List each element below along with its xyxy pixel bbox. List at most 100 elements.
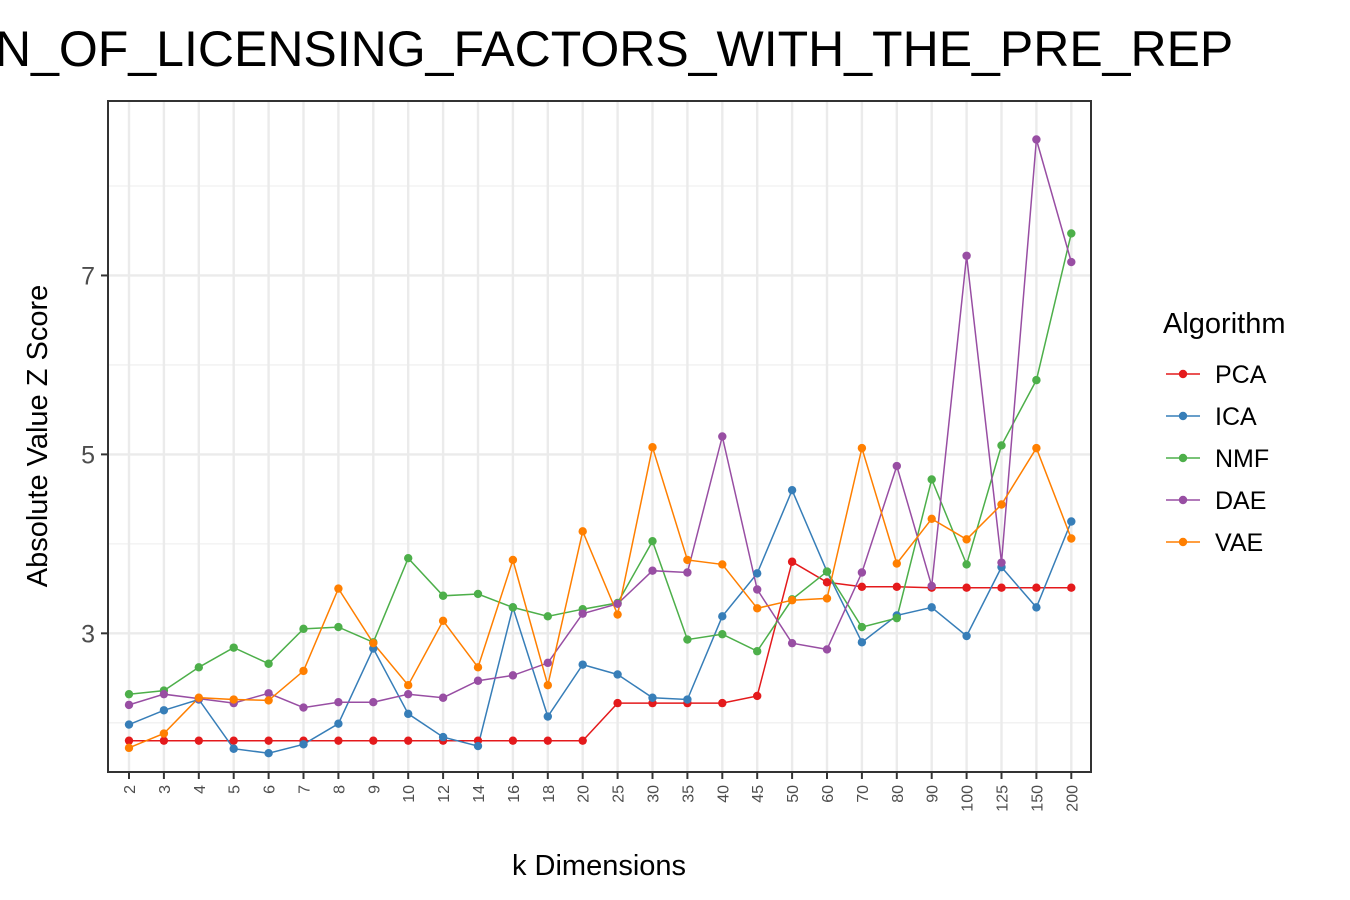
point-nmf <box>543 612 552 621</box>
point-dae <box>543 658 552 668</box>
point-dae <box>648 566 657 575</box>
point-dae <box>753 585 762 594</box>
point-ica <box>438 732 448 742</box>
point-dae <box>997 558 1006 567</box>
x-tick-label: 80 <box>890 785 907 803</box>
x-tick-label: 7 <box>297 785 314 794</box>
y-axis-title: Absolute Value Z Score <box>22 285 54 588</box>
point-pca <box>753 691 762 701</box>
x-axis-title: k Dimensions <box>512 850 686 882</box>
point-ica <box>1067 517 1076 526</box>
point-ica <box>613 670 622 679</box>
point-vae <box>718 560 727 569</box>
point-dae <box>334 698 343 707</box>
point-vae <box>299 666 308 676</box>
legend-key-point-ica <box>1178 411 1188 421</box>
point-ica <box>683 695 692 704</box>
x-tick-label: 150 <box>1029 785 1046 812</box>
point-pca <box>787 557 797 566</box>
panel-background <box>108 101 1091 772</box>
point-nmf <box>962 560 971 569</box>
point-ica <box>264 749 273 758</box>
x-tick-label: 50 <box>785 785 802 803</box>
y-tick-label: 3 <box>81 620 95 648</box>
point-dae <box>857 568 867 577</box>
point-dae <box>787 638 797 648</box>
point-pca <box>369 736 378 745</box>
point-ica <box>648 693 657 702</box>
point-vae <box>1032 443 1041 453</box>
point-dae <box>718 432 727 441</box>
legend-label-vae: VAE <box>1215 529 1263 557</box>
point-ica <box>857 638 867 647</box>
point-vae <box>578 527 587 536</box>
point-pca <box>822 578 832 587</box>
point-pca <box>578 736 587 745</box>
x-tick-label: 2 <box>122 785 139 794</box>
point-dae <box>473 676 483 685</box>
point-vae <box>857 443 867 453</box>
point-dae <box>438 693 448 702</box>
point-dae <box>299 703 308 712</box>
point-vae <box>438 616 448 626</box>
point-dae <box>822 645 832 654</box>
x-tick-label: 45 <box>750 785 767 803</box>
point-pca <box>508 736 518 745</box>
x-tick-label: 30 <box>646 785 663 803</box>
x-tick-label: 16 <box>506 785 523 803</box>
point-dae <box>613 599 622 609</box>
point-ica <box>787 485 797 495</box>
series-line-dae <box>128 139 1073 709</box>
point-dae <box>578 609 587 618</box>
point-ica <box>543 712 552 721</box>
point-vae <box>404 681 413 690</box>
point-pca <box>718 698 727 708</box>
point-dae <box>962 251 971 260</box>
panel-border <box>107 100 1092 773</box>
point-pca <box>857 582 867 592</box>
point-vae <box>997 500 1006 509</box>
point-vae <box>753 604 762 613</box>
point-vae <box>892 559 901 568</box>
legend-key-point-nmf <box>1178 453 1188 463</box>
x-tick-label: 4 <box>192 785 209 794</box>
point-vae <box>508 555 518 565</box>
point-pca <box>124 736 134 745</box>
point-nmf <box>718 630 727 639</box>
legend-label-nmf: NMF <box>1215 445 1269 473</box>
y-tick-label: 5 <box>81 441 95 469</box>
point-vae <box>229 695 238 704</box>
y-tick-label: 7 <box>81 262 95 290</box>
point-nmf <box>1032 375 1041 385</box>
point-nmf <box>1067 229 1076 238</box>
point-vae <box>124 743 134 753</box>
x-tick-label: 60 <box>820 785 837 803</box>
x-tick-label: 70 <box>855 785 872 803</box>
x-tick-label: 8 <box>331 785 348 794</box>
point-ica <box>159 706 169 715</box>
point-nmf <box>334 622 343 632</box>
point-vae <box>613 610 622 619</box>
point-dae <box>404 689 413 699</box>
point-pca <box>404 736 413 745</box>
x-tick-label: 35 <box>680 785 697 803</box>
point-ica <box>962 631 971 641</box>
point-vae <box>927 514 936 524</box>
series-line-pca <box>129 560 1072 742</box>
legend-title: Algorithm <box>1163 308 1286 340</box>
x-tick-label: 100 <box>960 785 977 812</box>
x-tick-label: 20 <box>576 785 593 803</box>
point-pca <box>962 583 971 592</box>
point-ica <box>473 741 483 751</box>
point-pca <box>194 736 203 745</box>
point-vae <box>543 681 552 690</box>
point-vae <box>264 696 273 705</box>
point-pca <box>334 736 343 745</box>
point-pca <box>229 736 238 745</box>
point-dae <box>1032 135 1041 144</box>
x-tick-label: 10 <box>401 785 418 803</box>
point-vae <box>683 555 692 565</box>
point-nmf <box>299 624 308 634</box>
point-pca <box>543 736 552 745</box>
